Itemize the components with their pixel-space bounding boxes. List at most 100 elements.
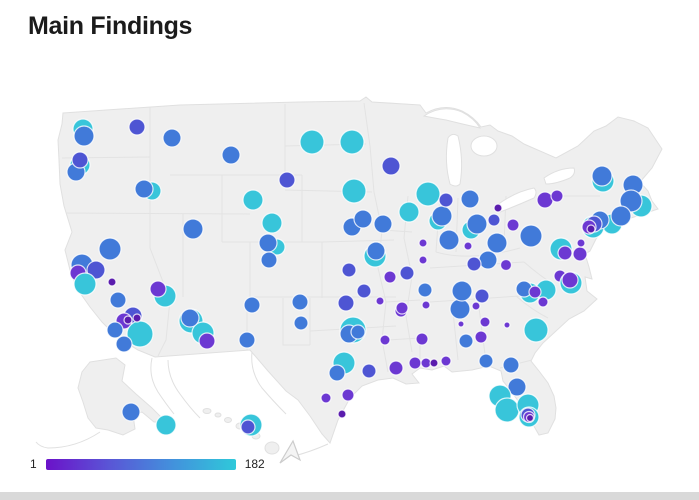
map-bubble[interactable] <box>261 212 283 234</box>
map-bubble[interactable] <box>523 317 549 343</box>
map-bubble[interactable] <box>537 296 549 308</box>
map-bubble[interactable] <box>339 129 365 155</box>
map-bubble[interactable] <box>561 271 579 289</box>
map-bubble[interactable] <box>478 250 498 270</box>
map-bubble[interactable] <box>198 332 216 350</box>
map-bubble[interactable] <box>123 315 133 325</box>
map-bubble[interactable] <box>415 181 441 207</box>
map-bubble[interactable] <box>121 402 141 422</box>
map-bubble[interactable] <box>421 300 431 310</box>
map-bubble[interactable] <box>240 419 256 435</box>
map-bubble[interactable] <box>162 128 182 148</box>
map-bubble[interactable] <box>73 272 97 296</box>
map-bubble[interactable] <box>353 209 373 229</box>
map-bubble[interactable] <box>487 213 501 227</box>
map-bubble[interactable] <box>350 324 366 340</box>
map-bubble[interactable] <box>438 192 454 208</box>
map-bubble[interactable] <box>449 298 471 320</box>
map-bubble[interactable] <box>320 392 332 404</box>
map-bubble[interactable] <box>373 214 393 234</box>
map-bubble[interactable] <box>258 233 278 253</box>
map-bubble[interactable] <box>106 321 124 339</box>
map-bubble[interactable] <box>341 388 355 402</box>
map-bubble[interactable] <box>128 118 146 136</box>
map-bubble[interactable] <box>398 201 420 223</box>
map-bubble[interactable] <box>415 332 429 346</box>
map-bubble[interactable] <box>149 280 167 298</box>
map-bubble[interactable] <box>299 129 325 155</box>
map-bubble[interactable] <box>361 363 377 379</box>
map-bubble[interactable] <box>503 321 511 329</box>
map-bubble[interactable] <box>550 189 564 203</box>
map-bubble[interactable] <box>180 308 200 328</box>
map-bubble[interactable] <box>479 316 491 328</box>
map-bubble[interactable] <box>375 296 385 306</box>
map-bubble[interactable] <box>134 179 154 199</box>
map-bubble[interactable] <box>451 280 473 302</box>
map-bubble[interactable] <box>557 245 573 261</box>
map-bubble[interactable] <box>474 288 490 304</box>
map-bubble[interactable] <box>383 270 397 284</box>
map-bubble[interactable] <box>457 320 465 328</box>
map-bubble[interactable] <box>341 262 357 278</box>
map-bubble[interactable] <box>463 241 473 251</box>
map-bubble[interactable] <box>502 356 520 374</box>
map-bubble[interactable] <box>341 178 367 204</box>
map-bubble[interactable] <box>572 246 588 262</box>
map-bubble[interactable] <box>293 315 309 331</box>
map-bubble[interactable] <box>395 301 409 315</box>
map-bubble[interactable] <box>494 397 520 423</box>
map-bubble[interactable] <box>243 296 261 314</box>
map-bubble[interactable] <box>474 330 488 344</box>
map-bubble[interactable] <box>506 218 520 232</box>
map-bubble[interactable] <box>610 205 632 227</box>
map-bubble[interactable] <box>109 291 127 309</box>
map-bubble[interactable] <box>418 255 428 265</box>
map-bubble[interactable] <box>431 205 453 227</box>
map-bubble[interactable] <box>98 237 122 261</box>
map-bubble[interactable] <box>486 232 508 254</box>
map-bubble[interactable] <box>438 229 460 251</box>
map-bubble[interactable] <box>440 355 452 367</box>
map-bubble[interactable] <box>107 277 117 287</box>
map-bubble[interactable] <box>429 358 439 368</box>
map-bubble[interactable] <box>478 353 494 369</box>
map-bubble[interactable] <box>73 125 95 147</box>
map-bubble[interactable] <box>493 203 503 213</box>
map-bubble[interactable] <box>519 224 543 248</box>
map-bubble[interactable] <box>576 238 586 248</box>
map-bubble[interactable] <box>278 171 296 189</box>
map-bubble[interactable] <box>418 238 428 248</box>
map-bubble[interactable] <box>408 356 422 370</box>
map-bubble[interactable] <box>586 224 596 234</box>
map-bubble[interactable] <box>466 256 482 272</box>
map-bubble[interactable] <box>417 282 433 298</box>
map-bubble[interactable] <box>388 360 404 376</box>
map-bubble[interactable] <box>337 294 355 312</box>
map-bubble[interactable] <box>132 313 142 323</box>
map-bubble[interactable] <box>399 265 415 281</box>
map-bubble[interactable] <box>379 334 391 346</box>
map-bubble[interactable] <box>499 258 513 272</box>
map-bubble[interactable] <box>466 213 488 235</box>
map-bubble[interactable] <box>328 364 346 382</box>
map-bubble[interactable] <box>182 218 204 240</box>
map-bubble[interactable] <box>260 251 278 269</box>
map-bubble[interactable] <box>528 285 542 299</box>
map-bubble[interactable] <box>471 301 481 311</box>
map-bubble[interactable] <box>458 333 474 349</box>
map-bubble[interactable] <box>525 413 535 423</box>
map-bubble[interactable] <box>381 156 401 176</box>
map-bubble[interactable] <box>356 283 372 299</box>
map-bubble[interactable] <box>507 377 527 397</box>
map-bubble[interactable] <box>460 189 480 209</box>
map-bubble[interactable] <box>366 241 386 261</box>
map-bubble[interactable] <box>155 414 177 436</box>
map-bubble[interactable] <box>221 145 241 165</box>
map-bubble[interactable] <box>238 331 256 349</box>
map-bubble[interactable] <box>291 293 309 311</box>
map-bubble[interactable] <box>591 165 613 187</box>
map-bubble[interactable] <box>337 409 347 419</box>
map-bubble[interactable] <box>71 151 89 169</box>
map-bubble[interactable] <box>242 189 264 211</box>
